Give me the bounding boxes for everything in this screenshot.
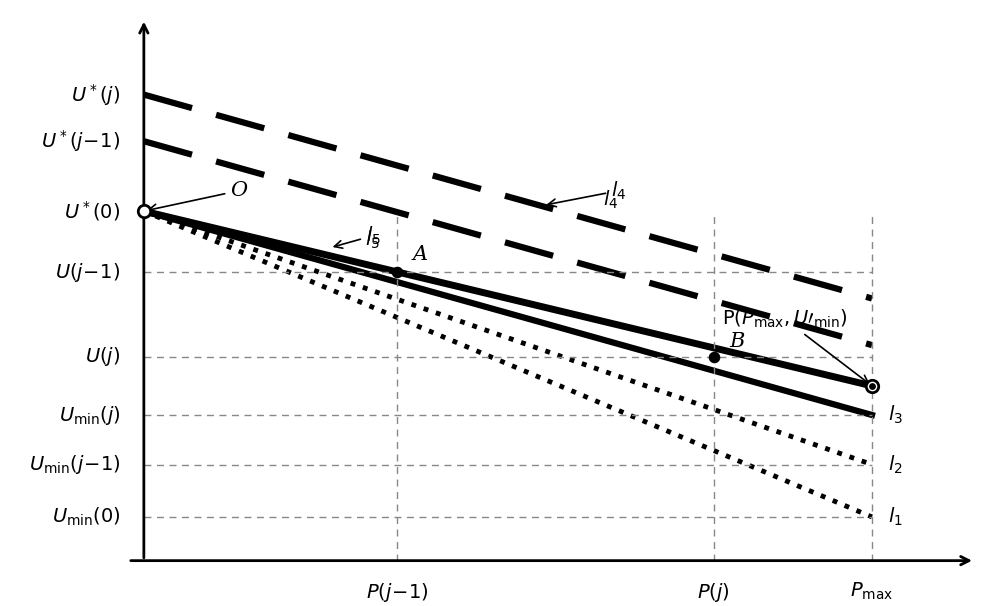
Text: $l_3$: $l_3$ (888, 404, 903, 426)
Text: B: B (730, 332, 745, 351)
Text: $\mathrm{P}(P_{\mathrm{max}},U\prime_{\mathrm{min}})$: $\mathrm{P}(P_{\mathrm{max}},U\prime_{\m… (722, 308, 868, 383)
Text: $l_2$: $l_2$ (888, 453, 902, 476)
Text: $l_4$: $l_4$ (548, 179, 626, 207)
Point (864, 381, 880, 391)
Text: $U^*(0)$: $U^*(0)$ (64, 199, 120, 223)
Text: $U^*(j)$: $U^*(j)$ (71, 82, 120, 107)
Text: $U_{\mathrm{min}}(j)$: $U_{\mathrm{min}}(j)$ (59, 404, 120, 427)
Text: $P(j\!-\!1)$: $P(j\!-\!1)$ (366, 581, 428, 604)
Point (389, 267, 405, 277)
Point (864, 381, 880, 391)
Text: A: A (413, 245, 428, 264)
Point (136, 206, 152, 216)
Text: $U_{\mathrm{min}}(0)$: $U_{\mathrm{min}}(0)$ (52, 506, 120, 528)
Text: $P(j)$: $P(j)$ (697, 581, 730, 604)
Text: $l_5$: $l_5$ (365, 229, 380, 251)
Text: $P_{\mathrm{max}}$: $P_{\mathrm{max}}$ (850, 581, 894, 602)
Text: $U^*(j\!-\!1)$: $U^*(j\!-\!1)$ (41, 128, 120, 154)
Text: $l_1$: $l_1$ (888, 506, 903, 528)
Point (706, 352, 722, 362)
Text: $U(j)$: $U(j)$ (85, 345, 120, 368)
Text: $l_5$: $l_5$ (334, 224, 381, 248)
Text: $l_4$: $l_4$ (603, 188, 618, 211)
Text: $U_{\mathrm{min}}(j\!-\!1)$: $U_{\mathrm{min}}(j\!-\!1)$ (29, 453, 120, 476)
Text: O: O (148, 181, 247, 213)
Text: $U(j\!-\!1)$: $U(j\!-\!1)$ (55, 261, 120, 284)
